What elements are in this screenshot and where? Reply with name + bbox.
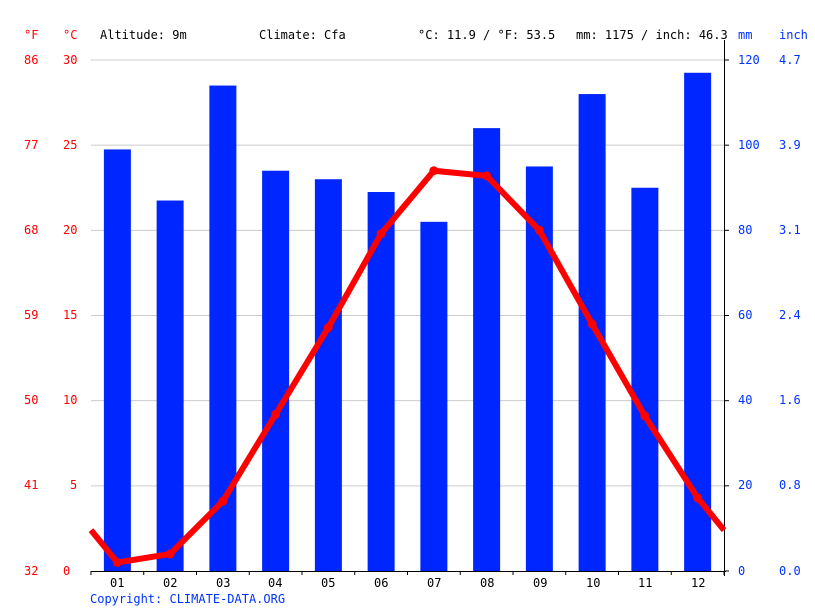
temperature-point <box>429 166 439 176</box>
month-label: 12 <box>691 576 706 590</box>
tick-label-mm: 80 <box>738 223 753 237</box>
month-label: 03 <box>216 576 231 590</box>
tick-label-inch: 1.6 <box>779 393 801 407</box>
temperature-point <box>587 319 597 329</box>
month-label: 02 <box>163 576 178 590</box>
month-label: 10 <box>586 576 601 590</box>
mm-unit-label: mm <box>738 28 753 42</box>
temperature-line <box>88 166 727 567</box>
altitude-label: Altitude: 9m <box>100 28 187 42</box>
tick-label-mm: 20 <box>738 478 753 492</box>
month-label: 07 <box>427 576 442 590</box>
tick-label-f: 41 <box>24 478 39 492</box>
month-label: 04 <box>268 576 283 590</box>
tick-label-mm: 60 <box>738 308 753 322</box>
precipitation-bar <box>473 128 501 571</box>
temperature-point <box>218 496 228 506</box>
tick-label-f: 86 <box>24 53 39 67</box>
tick-label-c: 20 <box>63 223 78 237</box>
tick-label-inch: 0.8 <box>779 478 801 492</box>
temperature-point <box>112 557 122 567</box>
tick-label-mm: 40 <box>738 393 753 407</box>
month-label: 05 <box>321 576 336 590</box>
month-label: 01 <box>110 576 125 590</box>
tick-label-c: 25 <box>63 138 78 152</box>
precipitation-bar <box>103 149 131 572</box>
tick-label-mm: 0 <box>738 564 746 578</box>
chart-axes <box>90 40 729 576</box>
tick-label-f: 32 <box>24 564 39 578</box>
month-label: 11 <box>638 576 653 590</box>
copyright-link[interactable]: Copyright: CLIMATE-DATA.ORG <box>90 592 286 606</box>
temperature-point <box>640 411 650 421</box>
precipitation-bar <box>420 221 448 572</box>
temperature-point <box>165 549 175 559</box>
tick-label-c: 15 <box>63 308 78 322</box>
precipitation-bar <box>314 179 342 571</box>
precipitation-bar <box>156 200 184 571</box>
temperature-point <box>323 322 333 332</box>
precipitation-bar <box>631 187 659 571</box>
tick-label-f: 59 <box>24 308 39 322</box>
tick-label-inch: 3.9 <box>779 138 801 152</box>
temperature-point <box>534 225 544 235</box>
temperature-point <box>693 493 703 503</box>
tick-label-inch: 4.7 <box>779 53 801 67</box>
tick-label-c: 30 <box>63 53 78 67</box>
tick-label-f: 77 <box>24 138 39 152</box>
temperature-point <box>271 409 281 419</box>
month-label: 09 <box>533 576 548 590</box>
tick-label-c: 0 <box>63 564 71 578</box>
celsius-unit-label: °C <box>63 28 78 42</box>
climate-label: Climate: Cfa <box>259 28 346 42</box>
gridlines <box>91 59 724 487</box>
tick-label-c: 10 <box>63 393 78 407</box>
temperature-average-label: °C: 11.9 / °F: 53.5 <box>418 28 556 42</box>
tick-label-inch: 0.0 <box>779 564 801 578</box>
temperature-point <box>376 229 386 239</box>
month-label: 08 <box>480 576 495 590</box>
inch-unit-label: inch <box>779 28 808 42</box>
tick-label-inch: 3.1 <box>779 223 801 237</box>
tick-label-mm: 120 <box>738 53 760 67</box>
tick-label-f: 68 <box>24 223 39 237</box>
precipitation-bars <box>103 72 712 572</box>
precipitation-bar <box>578 94 606 572</box>
tick-label-inch: 2.4 <box>779 308 801 322</box>
month-label: 06 <box>374 576 389 590</box>
precipitation-total-label: mm: 1175 / inch: 46.3 <box>576 28 728 42</box>
fahrenheit-unit-label: °F <box>24 28 39 42</box>
tick-label-mm: 100 <box>738 138 760 152</box>
temperature-point <box>482 171 492 181</box>
tick-label-f: 50 <box>24 393 39 407</box>
temperature-polyline <box>88 167 727 566</box>
tick-label-c: 5 <box>70 478 78 492</box>
precipitation-bar <box>262 170 290 571</box>
